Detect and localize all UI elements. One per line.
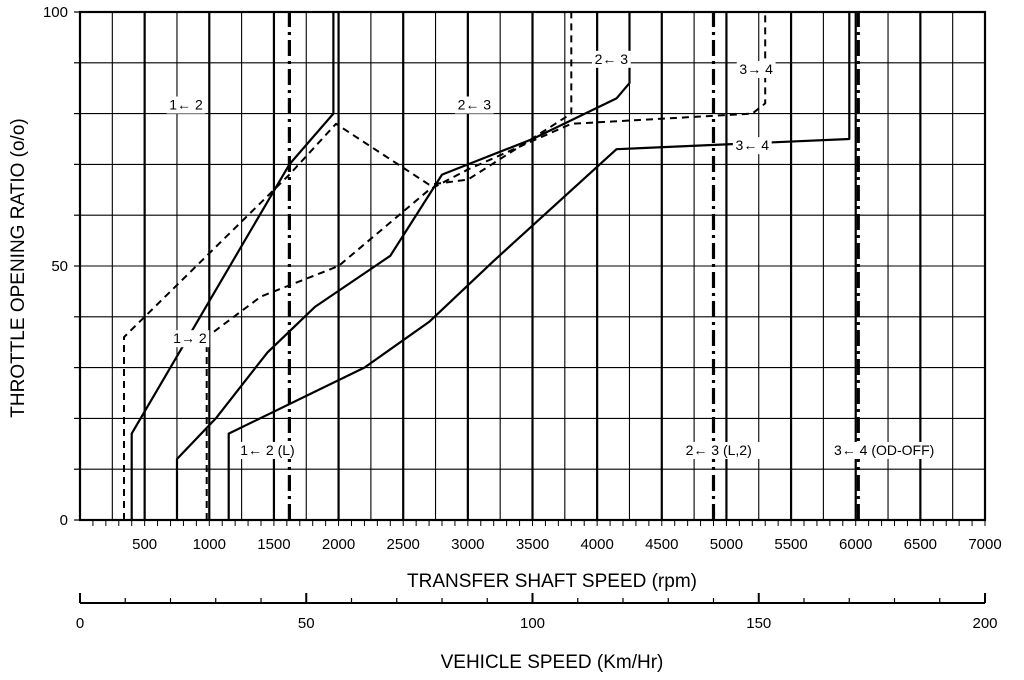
x-tick-label: 2000 xyxy=(322,536,355,553)
series-line xyxy=(175,12,631,520)
annotation-label: 2← 3 xyxy=(458,97,492,113)
annotation-label: 1← 2 xyxy=(169,97,203,113)
annotation-label: 1← 2 (L) xyxy=(240,442,294,458)
series-line xyxy=(123,12,573,520)
x-tick-label: 3000 xyxy=(451,536,484,553)
y-tick-label: 0 xyxy=(60,512,68,529)
x-tick-label: 4500 xyxy=(645,536,678,553)
vehicle-speed-tick-label: 50 xyxy=(298,615,315,632)
vehicle-speed-tick-label: 200 xyxy=(972,615,997,632)
annotation-background xyxy=(827,441,941,459)
series-line xyxy=(227,12,851,520)
annotation-background xyxy=(166,96,206,114)
x-tick-label: 6000 xyxy=(839,536,872,553)
series-line xyxy=(205,12,767,520)
x-tick-label: 500 xyxy=(132,536,157,553)
annotation-label: 3→ 4 xyxy=(739,61,773,77)
y-tick-label: 100 xyxy=(43,4,68,21)
annotations: 1← 2 2← 3 2← 3 3→ 4 3← 4 1→ 2 1← 2 (L) 2← 3 (L,… xyxy=(166,50,941,459)
annotation-background xyxy=(674,441,763,459)
annotation-background xyxy=(454,96,494,114)
annotation-background xyxy=(732,137,772,155)
annotation-background xyxy=(170,330,210,348)
x-tick-label: 5000 xyxy=(710,536,743,553)
annotation-label: 3← 4 (OD-OFF) xyxy=(834,442,934,458)
vehicle-speed-tick-label: 100 xyxy=(520,615,545,632)
x-tick-label: 6500 xyxy=(904,536,937,553)
secondary-x-axis-title: VEHICLE SPEED (Km/Hr) xyxy=(441,652,664,673)
x-tick-label: 2500 xyxy=(387,536,420,553)
series-group xyxy=(123,12,860,520)
annotation-background xyxy=(591,50,631,68)
annotation-label: 1→ 2 xyxy=(173,330,207,346)
x-tick-label: 3500 xyxy=(516,536,549,553)
y-tick-label: 50 xyxy=(51,258,68,275)
annotation-label: 3← 4 xyxy=(736,137,770,153)
x-tick-labels: 500 1000 1500 2000 2500 3000 3500 4000 4500 5000 5… xyxy=(132,536,1002,553)
vehicle-speed-tick-label: 150 xyxy=(746,615,771,632)
x-tick-label: 7000 xyxy=(968,536,1001,553)
axes xyxy=(74,10,987,526)
x-axis-title: TRANSFER SHAFT SPEED (rpm) xyxy=(407,571,697,592)
annotation-label: 2← 3 (L,2) xyxy=(686,442,752,458)
annotation-background xyxy=(231,441,304,459)
x-tick-label: 1500 xyxy=(257,536,290,553)
x-tick-label: 1000 xyxy=(193,536,226,553)
y-tick-labels: 0 50 100 xyxy=(43,4,68,529)
annotation-background xyxy=(736,60,776,78)
vehicle-speed-tick-label: 0 xyxy=(76,615,84,632)
annotation-label: 2← 3 xyxy=(595,51,629,67)
x-tick-label: 5500 xyxy=(774,536,807,553)
vehicle-speed-axis: 0 50 100 150 200 xyxy=(76,593,998,632)
y-axis-title: THROTTLE OPENING RATIO (o/o) xyxy=(8,118,29,417)
x-tick-label: 4000 xyxy=(580,536,613,553)
